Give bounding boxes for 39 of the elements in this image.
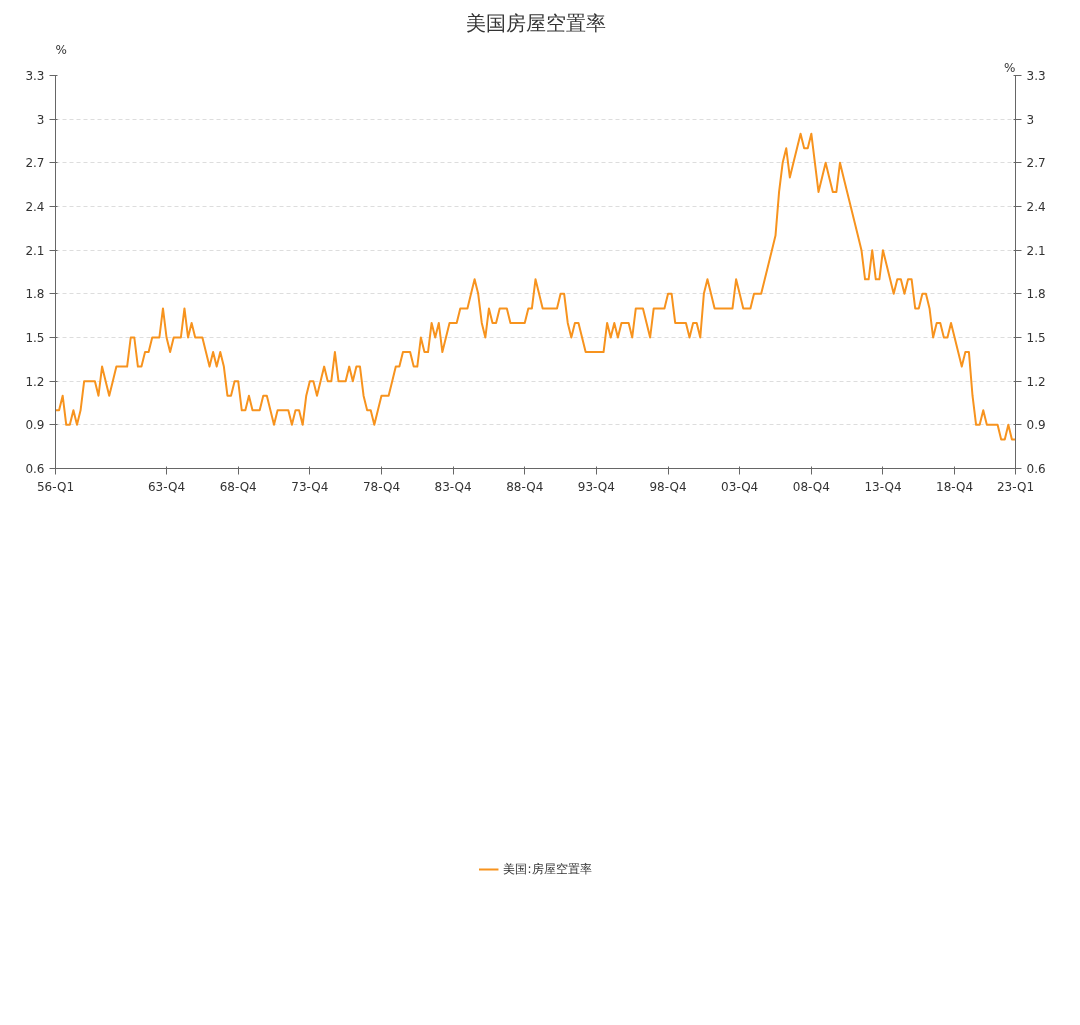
x-tick-label: 03-Q4	[721, 479, 759, 494]
y2-tick-label: 3.3	[1026, 69, 1046, 83]
y-tick-label: 3.3	[25, 69, 45, 83]
y2-tick-label: 2.4	[1026, 200, 1046, 214]
y2-tick-label: 0.9	[1026, 418, 1046, 433]
y-tick-label: 2.1	[25, 243, 45, 258]
y2-tick-label: 2.1	[1026, 243, 1046, 258]
y2-tick-label: 1.5	[1026, 331, 1046, 345]
x-tick-label: 68-Q4	[219, 479, 257, 494]
x-tick-label: 73-Q4	[291, 479, 329, 494]
y-tick-label: 1.5	[25, 331, 45, 345]
x-tick-label: 13-Q4	[864, 479, 902, 494]
y-tick-label: 1.8	[25, 287, 45, 302]
y-axis-title: %	[55, 42, 67, 57]
x-tick-label: 63-Q4	[147, 479, 186, 494]
y-tick-label: 3	[36, 112, 45, 127]
y2-tick-label: 1.8	[1026, 287, 1046, 302]
y2-axis-title: %	[1004, 60, 1016, 75]
chart-title: 美国房屋空置率	[465, 10, 606, 35]
x-tick-label: 08-Q4	[792, 479, 830, 494]
y-tick-label: 1.2	[25, 374, 45, 389]
line-series	[55, 132, 1016, 441]
y2-tick-label: 1.2	[1026, 374, 1046, 389]
y-tick-label: 0.6	[25, 462, 45, 476]
x-tick-label: 56-Q1	[36, 479, 75, 494]
y2-tick-label: 0.6	[1026, 462, 1046, 476]
y-tick-label: 0.9	[25, 418, 45, 433]
legend-label: 美国:房屋空置率	[503, 860, 592, 878]
y-tick-label: 2.4	[25, 200, 45, 214]
y2-tick-label: 3	[1026, 112, 1035, 127]
x-tick-label: 18-Q4	[936, 479, 974, 494]
y-tick-label: 2.7	[25, 156, 45, 171]
x-tick-label: 23-Q1	[996, 479, 1035, 494]
x-tick-label: 83-Q4	[434, 479, 472, 494]
x-tick-label: 98-Q4	[649, 479, 687, 494]
x-tick-label: 78-Q4	[362, 479, 401, 494]
x-tick-label: 93-Q4	[577, 479, 615, 494]
x-tick-label: 88-Q4	[506, 479, 544, 494]
y2-tick-label: 2.7	[1026, 156, 1046, 171]
